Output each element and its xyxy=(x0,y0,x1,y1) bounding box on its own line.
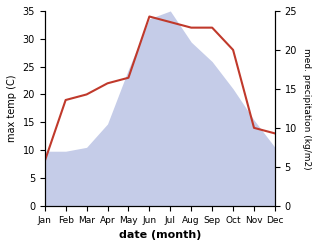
X-axis label: date (month): date (month) xyxy=(119,230,201,240)
Y-axis label: med. precipitation (kg/m2): med. precipitation (kg/m2) xyxy=(302,48,311,169)
Y-axis label: max temp (C): max temp (C) xyxy=(7,75,17,142)
